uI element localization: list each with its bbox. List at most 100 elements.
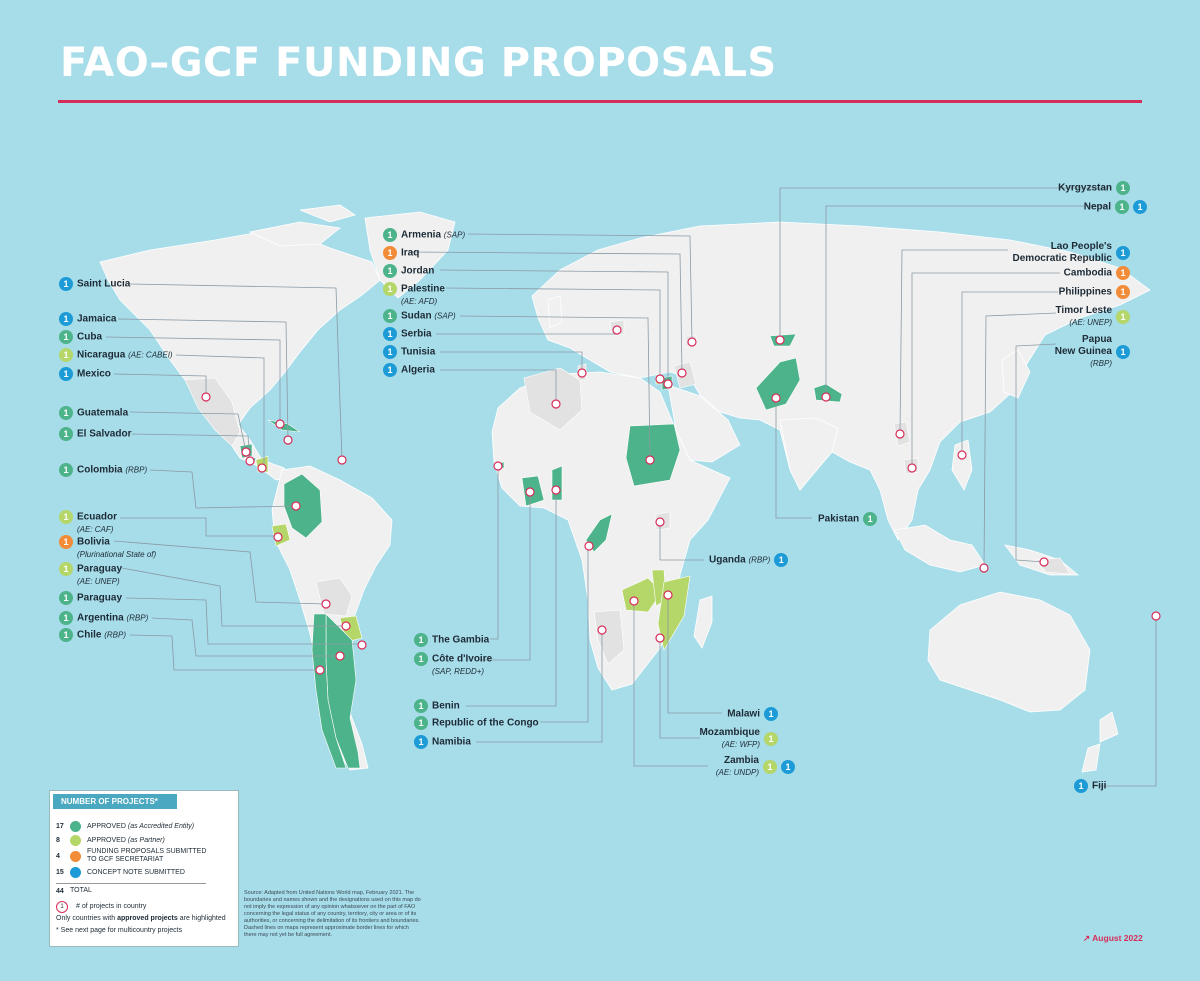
- country-name: Lao People's: [1050, 241, 1112, 252]
- country-name: El Salvador: [77, 428, 132, 440]
- leader-philippines: [961, 291, 1058, 454]
- country-name: Mozambique: [699, 727, 760, 738]
- badge: 1: [414, 633, 428, 647]
- australia-land: [927, 591, 1091, 713]
- country-name: Kyrgyzstan: [1058, 182, 1112, 194]
- badge: 1: [781, 760, 795, 774]
- marker-pakistan: [771, 393, 781, 403]
- badge: 1: [1116, 310, 1130, 324]
- arrow-icon: ↗: [1083, 933, 1091, 943]
- leader-chile: [129, 634, 320, 671]
- leader-argentina: [151, 617, 340, 657]
- leader-lao: [899, 249, 1008, 435]
- label-kyrgyzstan: Kyrgyzstan 1: [1058, 181, 1130, 195]
- country-name: Uganda: [709, 554, 746, 566]
- label-paraguay: 1 Paraguay: [59, 591, 122, 605]
- country-name: Serbia: [401, 328, 432, 340]
- badge: 1: [59, 463, 73, 477]
- country-name: Nepal: [1083, 201, 1111, 213]
- badge: 1: [59, 591, 73, 605]
- country-name: Argentina: [77, 612, 124, 624]
- country-note: (AE: CABEI): [128, 350, 173, 360]
- marker-colombia: [291, 501, 301, 511]
- country-name: Namibia: [432, 736, 471, 748]
- marker-nepal: [821, 392, 831, 402]
- country-name: Palestine: [401, 283, 445, 295]
- country-name: Ecuador: [77, 511, 118, 523]
- country-name: Timor Leste: [1055, 305, 1113, 316]
- marker-mozambique: [655, 633, 665, 643]
- legend-text: APPROVED (as Partner): [87, 837, 165, 845]
- country-sub: (Plurinational State of): [77, 550, 157, 559]
- legend-count: 4: [56, 852, 60, 860]
- legend-note: (as Partner): [127, 836, 165, 844]
- marker-guatemala: [241, 447, 251, 457]
- label-the-gambia: 1 The Gambia: [414, 633, 489, 647]
- marker-uganda: [655, 517, 665, 527]
- leader-armenia: [467, 233, 693, 343]
- badge: 1: [59, 628, 73, 642]
- label-congo: 1 Republic of the Congo: [414, 716, 539, 730]
- label-iraq: 1 Iraq: [383, 246, 419, 260]
- legend-text: FUNDING PROPOSALS SUBMITTED TO GCF SECRET…: [87, 848, 206, 864]
- marker-jordan: [663, 379, 673, 389]
- badge: 1: [383, 363, 397, 377]
- south-america-land: [271, 465, 393, 771]
- marker-benin: [551, 485, 561, 495]
- country-name: Côte d'Ivoire: [432, 653, 493, 665]
- highlight-prefix: Only countries with: [56, 915, 118, 922]
- region-congo: [585, 513, 613, 553]
- label-nepal: Nepal 1 1: [1084, 200, 1147, 214]
- badge: 1: [863, 512, 878, 526]
- badge: 1: [383, 309, 397, 323]
- country-name: Cuba: [77, 331, 102, 343]
- country-sub: (AE: UNEP): [1069, 318, 1112, 327]
- leader-colombia: [149, 469, 297, 509]
- leader-algeria: [440, 369, 557, 404]
- marker-kyrgyzstan: [775, 335, 785, 345]
- label-malawi: Malawi 1: [727, 707, 778, 721]
- country-sub: (AE: WFP): [721, 740, 760, 749]
- marker-iraq: [677, 368, 687, 378]
- legend-row-marker: 1 # of projects in country: [56, 901, 146, 913]
- accredited-dot-icon: [70, 821, 81, 832]
- region-benin: [551, 465, 563, 501]
- badge: 1: [59, 312, 73, 326]
- country-sub: (AE: AFD): [401, 297, 438, 306]
- legend-footnote-text: * See next page for multicountry project…: [56, 927, 183, 934]
- leader-tunisia: [440, 351, 583, 372]
- label-ecuador: 1 Ecuador (AE: CAF): [59, 510, 117, 536]
- leader-kyrgyzstan: [779, 187, 1110, 340]
- country-name: Paraguay: [77, 563, 123, 575]
- land-masses: [99, 204, 1151, 773]
- country-note: (RBP): [125, 465, 148, 475]
- country-sub: New Guinea: [1054, 346, 1112, 357]
- legend-label: APPROVED: [87, 836, 126, 844]
- country-sub: (AE: UNEP): [77, 577, 120, 586]
- country-name: Tunisia: [401, 346, 436, 358]
- country-name: Saint Lucia: [77, 278, 131, 290]
- leader-mexico: [113, 373, 207, 396]
- marker-malawi: [663, 590, 673, 600]
- leader-cote-divoire: [480, 492, 531, 661]
- india-land: [779, 417, 839, 491]
- country-name: Benin: [432, 700, 460, 712]
- badge: 1: [59, 611, 73, 625]
- marker-tunisia: [577, 368, 587, 378]
- badge: 1: [59, 406, 73, 420]
- label-paraguay-unep: 1 Paraguay (AE: UNEP): [59, 562, 122, 588]
- badge: 1: [59, 510, 73, 524]
- label-sudan: 1 Sudan (SAP): [383, 309, 456, 323]
- marker-mexico: [201, 392, 211, 402]
- concept-dot-icon: [70, 867, 81, 878]
- country-name: Iraq: [401, 247, 420, 259]
- label-fiji: 1 Fiji: [1074, 779, 1106, 793]
- philippines-land: [951, 439, 973, 491]
- label-philippines: Philippines 1: [1059, 285, 1130, 299]
- region-mexico: [184, 377, 241, 447]
- marker-armenia: [687, 337, 697, 347]
- country-name: Jordan: [401, 265, 435, 277]
- date-text: August 2022: [1092, 933, 1143, 943]
- marker-lao: [895, 429, 905, 439]
